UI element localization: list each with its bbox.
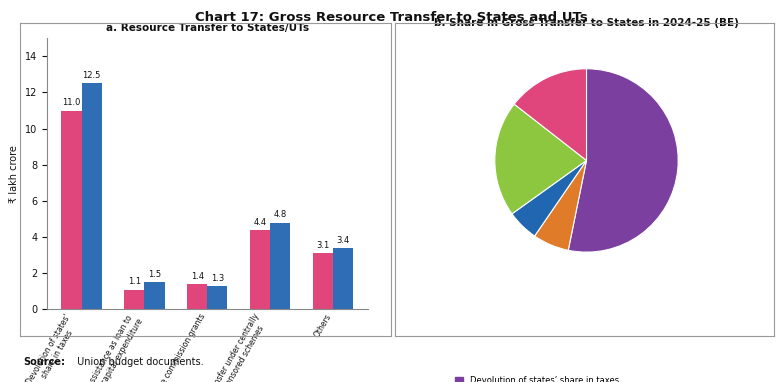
Text: 1.5: 1.5: [148, 270, 161, 279]
Text: 12.5: 12.5: [82, 71, 101, 80]
Bar: [313, 253, 333, 309]
Bar: [124, 290, 145, 309]
Text: 3.1: 3.1: [316, 241, 329, 250]
Legend: Devolution of states’ share in taxes, Special assistance as loan to states for c: Devolution of states’ share in taxes, Sp…: [451, 372, 722, 382]
Wedge shape: [512, 160, 586, 236]
Bar: [81, 83, 102, 309]
Wedge shape: [569, 69, 678, 252]
Text: 4.8: 4.8: [274, 210, 287, 219]
Bar: [187, 284, 207, 309]
Text: Union budget documents.: Union budget documents.: [74, 357, 204, 367]
Text: Source:: Source:: [23, 357, 66, 367]
Wedge shape: [515, 69, 586, 160]
Title: a. Resource Transfer to States/UTs: a. Resource Transfer to States/UTs: [106, 23, 309, 33]
Title: b. Share in Gross Transfer to States in 2024-25 (BE): b. Share in Gross Transfer to States in …: [434, 18, 739, 28]
Bar: [333, 248, 353, 309]
Text: 3.4: 3.4: [336, 236, 350, 245]
Bar: [145, 282, 164, 309]
Text: Chart 17: Gross Resource Transfer to States and UTs: Chart 17: Gross Resource Transfer to Sta…: [195, 11, 587, 24]
Text: 1.3: 1.3: [210, 274, 224, 283]
Text: 1.4: 1.4: [191, 272, 204, 281]
Text: 11.0: 11.0: [63, 98, 81, 107]
Wedge shape: [495, 104, 586, 214]
Bar: [270, 223, 290, 309]
Wedge shape: [535, 160, 586, 250]
Text: 4.4: 4.4: [253, 218, 267, 227]
Y-axis label: ₹ lakh crore: ₹ lakh crore: [9, 145, 20, 203]
Bar: [207, 286, 228, 309]
Bar: [250, 230, 270, 309]
Bar: [62, 110, 81, 309]
Text: 1.1: 1.1: [127, 277, 141, 286]
